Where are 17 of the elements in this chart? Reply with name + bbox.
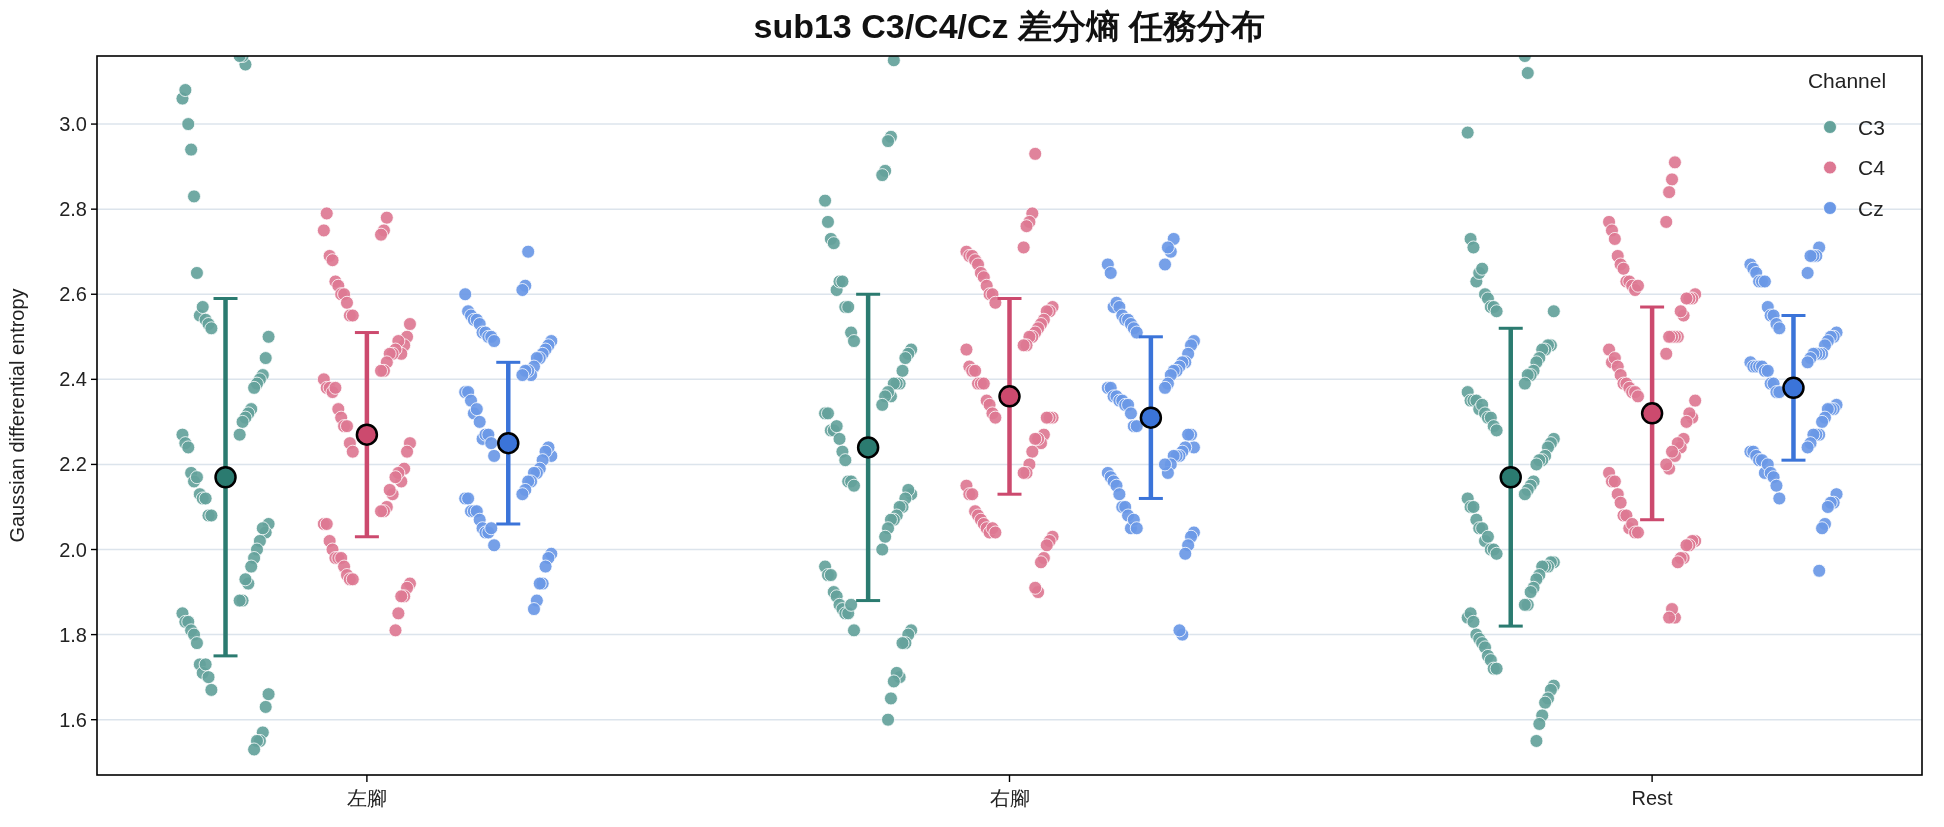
y-tick-label: 2.8 (59, 198, 87, 221)
legend-label: C3 (1858, 115, 1885, 139)
y-axis-title: Gaussian differential entropy (6, 288, 28, 543)
chart-title: sub13 C3/C4/Cz 差分熵 任務分布 (753, 7, 1266, 45)
y-tick-label: 2.4 (59, 368, 87, 391)
y-tick-label: 2.6 (59, 283, 87, 306)
x-tick-label: 左腳 (346, 787, 387, 809)
y-tick-label: 1.8 (59, 623, 87, 646)
x-tick-label: 右腳 (989, 787, 1030, 809)
legend-label: C4 (1858, 156, 1886, 179)
x-tick-label: Rest (1631, 787, 1674, 809)
y-tick-label: 2.0 (59, 538, 87, 561)
legend-title: Channel (1807, 69, 1887, 92)
legend-label: Cz (1858, 196, 1884, 220)
y-tick-label: 3.0 (59, 113, 87, 136)
y-tick-label: 1.6 (59, 708, 87, 731)
y-tick-label: 2.2 (59, 453, 87, 476)
